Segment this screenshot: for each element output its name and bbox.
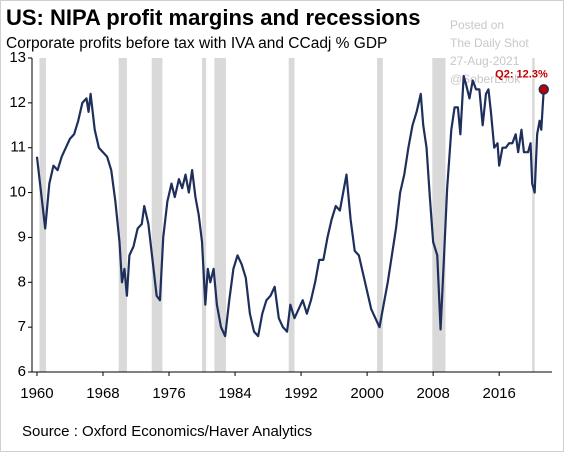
y-tick-label: 7: [18, 318, 26, 335]
x-tick-label: 1960: [20, 385, 53, 402]
last-point: [538, 84, 549, 95]
recession-band: [288, 58, 295, 372]
x-tick-label: 1984: [218, 385, 251, 402]
y-tick-label: 11: [10, 139, 26, 156]
recession-band: [118, 58, 127, 372]
recession-band: [377, 58, 383, 372]
watermark: The Daily Shot: [450, 36, 529, 50]
recession-band: [432, 58, 446, 372]
source: Source : Oxford Economics/Haver Analytic…: [22, 423, 312, 440]
watermark: Posted on: [450, 18, 504, 32]
y-tick-label: 6: [18, 363, 26, 380]
x-tick-label: 1992: [284, 385, 317, 402]
recession-band: [214, 58, 226, 372]
x-tick-label: 2016: [482, 385, 515, 402]
y-tick-label: 10: [9, 184, 26, 201]
recession-band: [202, 58, 207, 372]
chart-subtitle: Corporate profits before tax with IVA an…: [6, 35, 387, 52]
chart-title: US: NIPA profit margins and recessions: [6, 5, 420, 30]
y-tick-label: 9: [18, 228, 26, 245]
x-tick-label: 2008: [416, 385, 449, 402]
y-tick-label: 13: [9, 49, 26, 66]
x-tick-label: 1968: [86, 385, 119, 402]
watermark: 27-Aug-2021: [450, 54, 520, 68]
recession-band: [151, 58, 163, 372]
annotation: Q2: 12.3%: [495, 68, 548, 80]
line-series: [35, 74, 545, 338]
watermark: @SoberLook: [450, 72, 521, 86]
y-tick-label: 8: [18, 273, 26, 290]
y-tick-label: 12: [9, 94, 26, 111]
recession-band: [532, 58, 535, 372]
x-tick-label: 2000: [350, 385, 383, 402]
x-tick-label: 1976: [152, 385, 185, 402]
